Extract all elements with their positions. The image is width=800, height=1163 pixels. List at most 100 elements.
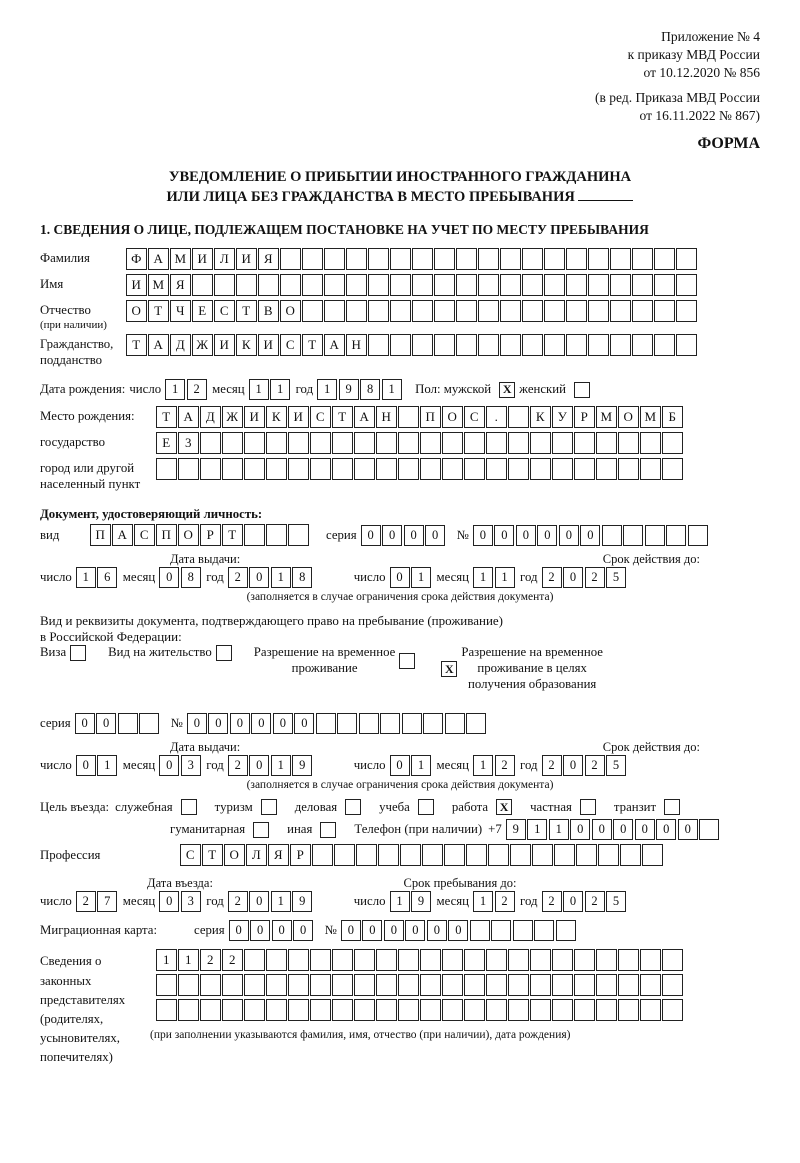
letter-box[interactable] <box>566 248 587 270</box>
digit-box[interactable]: 0 <box>249 891 269 912</box>
letter-box[interactable] <box>574 974 595 996</box>
letter-box[interactable] <box>222 974 243 996</box>
digit-box[interactable]: 0 <box>250 920 270 941</box>
digit-box[interactable] <box>602 525 622 546</box>
letter-box[interactable] <box>632 300 653 322</box>
letter-box[interactable] <box>522 248 543 270</box>
letter-box[interactable] <box>354 949 375 971</box>
letter-box[interactable]: А <box>148 334 169 356</box>
letter-box[interactable] <box>280 248 301 270</box>
letter-box[interactable] <box>214 274 235 296</box>
letter-box[interactable] <box>412 274 433 296</box>
letter-box[interactable] <box>390 248 411 270</box>
letter-box[interactable] <box>302 274 323 296</box>
digit-box[interactable]: 0 <box>229 920 249 941</box>
letter-box[interactable] <box>596 974 617 996</box>
letter-box[interactable] <box>456 274 477 296</box>
letter-box[interactable]: И <box>288 406 309 428</box>
digit-box[interactable]: 7 <box>97 891 117 912</box>
letter-box[interactable] <box>368 334 389 356</box>
digit-box[interactable] <box>316 713 336 734</box>
letter-box[interactable] <box>312 844 333 866</box>
letter-box[interactable] <box>258 274 279 296</box>
letter-box[interactable]: Е <box>192 300 213 322</box>
digit-box[interactable] <box>666 525 686 546</box>
letter-box[interactable] <box>662 458 683 480</box>
digit-box[interactable] <box>118 713 138 734</box>
letter-box[interactable] <box>456 334 477 356</box>
letter-box[interactable]: 3 <box>178 432 199 454</box>
letter-box[interactable]: Я <box>258 248 279 270</box>
digit-box[interactable]: 0 <box>427 920 447 941</box>
letter-box[interactable] <box>574 458 595 480</box>
digit-box[interactable]: 0 <box>678 819 698 840</box>
letter-box[interactable] <box>420 432 441 454</box>
gender-male-checkbox[interactable]: X <box>499 382 515 398</box>
digit-box[interactable]: 2 <box>228 891 248 912</box>
digit-box[interactable] <box>688 525 708 546</box>
purpose-chastnaya[interactable]: частная <box>530 799 600 815</box>
digit-box[interactable]: 0 <box>361 525 381 546</box>
letter-box[interactable] <box>530 974 551 996</box>
letter-box[interactable]: . <box>486 406 507 428</box>
letter-box[interactable] <box>486 974 507 996</box>
digit-box[interactable]: 0 <box>613 819 633 840</box>
digit-box[interactable]: 9 <box>292 891 312 912</box>
letter-box[interactable] <box>530 458 551 480</box>
letter-box[interactable] <box>420 999 441 1021</box>
letter-box[interactable] <box>662 974 683 996</box>
letter-box[interactable] <box>368 300 389 322</box>
digit-box[interactable]: 1 <box>270 379 290 400</box>
digit-box[interactable]: 1 <box>411 755 431 776</box>
letter-box[interactable]: Д <box>170 334 191 356</box>
option-vnzh[interactable]: Вид на жительство <box>108 645 236 661</box>
digit-box[interactable]: 2 <box>585 567 605 588</box>
digit-box[interactable]: 1 <box>473 567 493 588</box>
digit-box[interactable] <box>423 713 443 734</box>
letter-box[interactable]: М <box>596 406 617 428</box>
digit-box[interactable]: 0 <box>635 819 655 840</box>
letter-box[interactable]: Л <box>214 248 235 270</box>
digit-box[interactable]: 0 <box>384 920 404 941</box>
letter-box[interactable] <box>456 300 477 322</box>
letter-box[interactable]: Ч <box>170 300 191 322</box>
letter-box[interactable] <box>324 300 345 322</box>
letter-box[interactable] <box>640 999 661 1021</box>
vnzh-checkbox[interactable] <box>216 645 232 661</box>
letter-box[interactable] <box>566 274 587 296</box>
letter-box[interactable] <box>618 974 639 996</box>
letter-box[interactable] <box>522 274 543 296</box>
letter-box[interactable] <box>288 524 309 546</box>
digit-box[interactable]: 5 <box>606 891 626 912</box>
purpose-delovaya[interactable]: деловая <box>295 799 365 815</box>
purpose-turizm[interactable]: туризм <box>215 799 281 815</box>
digit-box[interactable]: 1 <box>165 379 185 400</box>
letter-box[interactable] <box>244 432 265 454</box>
letter-box[interactable] <box>434 274 455 296</box>
digit-box[interactable]: 0 <box>273 713 293 734</box>
letter-box[interactable]: С <box>464 406 485 428</box>
letter-box[interactable] <box>618 949 639 971</box>
digit-box[interactable]: 0 <box>559 525 579 546</box>
letter-box[interactable] <box>642 844 663 866</box>
letter-box[interactable]: Н <box>376 406 397 428</box>
letter-box[interactable]: Д <box>200 406 221 428</box>
digit-box[interactable]: 2 <box>495 755 515 776</box>
letter-box[interactable] <box>508 406 529 428</box>
letter-box[interactable] <box>434 334 455 356</box>
letter-box[interactable] <box>434 248 455 270</box>
letter-box[interactable] <box>302 248 323 270</box>
digit-box[interactable]: 0 <box>563 891 583 912</box>
digit-box[interactable]: 1 <box>271 755 291 776</box>
letter-box[interactable] <box>588 300 609 322</box>
letter-box[interactable]: 1 <box>156 949 177 971</box>
digit-box[interactable]: 9 <box>339 379 359 400</box>
